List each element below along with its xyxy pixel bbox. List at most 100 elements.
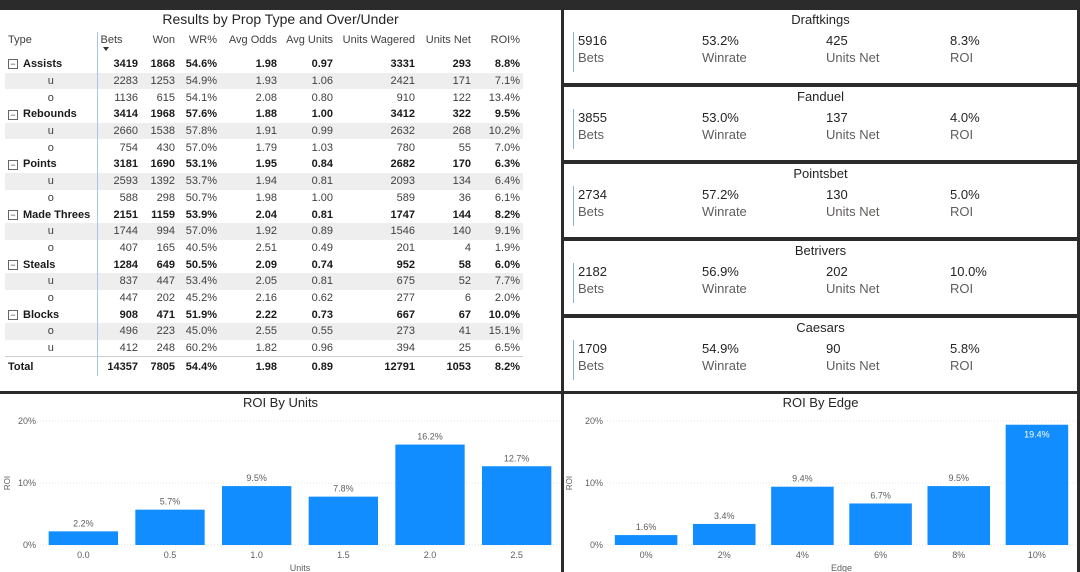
stat-value: 53.0%: [702, 110, 739, 125]
roi-by-edge-svg: 0% 10% 20% ROI 1.6% 0% 3.4% 2% 9.4% 4% 6.7% 6% 9.5% 8…: [565, 416, 1076, 572]
card-stat-bets: 3855 Bets: [578, 110, 607, 142]
bar: [395, 444, 465, 545]
table-cell: 2682: [390, 158, 415, 171]
table-cell: 1538: [141, 122, 178, 140]
total-cell: 7805: [141, 356, 178, 377]
collapse-icon[interactable]: −: [8, 259, 18, 270]
row-label: o: [5, 323, 98, 340]
data-label: 9.5%: [246, 473, 267, 483]
col-header-avg-odds[interactable]: Avg Odds: [228, 34, 277, 46]
table-group-row[interactable]: − Made Threes 2151 1159 53.9% 2.04 0.81 1747 144…: [5, 206, 523, 223]
table-row[interactable]: u 1744 994 57.0% 1.92 0.89 1546 140 9.1%: [5, 222, 523, 240]
table-row[interactable]: o 754 430 57.0% 1.79 1.03 780 55 7.0%: [5, 139, 523, 157]
card-divider: [573, 186, 574, 226]
col-header-type[interactable]: Type: [5, 32, 98, 56]
stat-value: 4.0%: [950, 110, 980, 125]
collapse-icon[interactable]: −: [8, 309, 18, 320]
card-stat-bets: 5916 Bets: [578, 33, 607, 65]
table-cell: 1.03: [311, 141, 333, 154]
sort-desc-icon: [102, 47, 109, 51]
card-title: Pointsbet: [793, 166, 848, 181]
table-group-row[interactable]: − Steals 1284 649 50.5% 2.09 0.74 952 58 6.0%: [5, 256, 523, 273]
table-group-row[interactable]: − Assists 3419 1868 54.6% 1.98 0.97 3331 293 8.8%: [5, 56, 523, 73]
y-tick-label: 0%: [23, 540, 36, 550]
table-cell: 13.4%: [488, 91, 520, 104]
col-header-units-net[interactable]: Units Net: [425, 34, 471, 46]
table-cell: 53.9%: [185, 208, 217, 221]
row-label: u: [5, 272, 98, 290]
table-row[interactable]: o 447 202 45.2% 2.16 0.62 277 6 2.0%: [5, 289, 523, 307]
row-label-text: o: [47, 141, 54, 154]
card-stat-units-net: 90 Units Net: [826, 341, 879, 373]
row-label-text: Rebounds: [23, 108, 77, 121]
table-cell: 6.4%: [474, 172, 523, 190]
row-label: − Made Threes: [5, 206, 98, 223]
table-cell: 0.81: [280, 172, 336, 190]
collapse-icon[interactable]: −: [8, 109, 18, 120]
table-cell: 407: [119, 241, 138, 254]
bar: [222, 486, 292, 545]
table-cell: 9.5%: [494, 108, 520, 121]
table-cell: 45.2%: [185, 291, 217, 304]
table-row[interactable]: o 407 165 40.5% 2.51 0.49 201 4 1.9%: [5, 239, 523, 257]
sportsbook-card-betrivers: Betrivers 2182 Bets 56.9% Winrate 202 Units Ne…: [564, 241, 1077, 314]
table-cell: 273: [336, 323, 418, 340]
table-cell: 25: [458, 342, 471, 355]
results-table-panel: Results by Prop Type and Over/Under Type…: [0, 10, 561, 391]
table-row[interactable]: u 2593 1392 53.7% 1.94 0.81 2093 134 6.4%: [5, 172, 523, 190]
stat-label: ROI: [950, 358, 974, 373]
table-row[interactable]: o 588 298 50.7% 1.98 1.00 589 36 6.1%: [5, 189, 523, 207]
chart-title: ROI By Units: [242, 395, 319, 410]
table-cell: 165: [156, 241, 175, 254]
table-cell: 0.73: [311, 308, 333, 321]
col-header-bets[interactable]: Bets: [97, 32, 141, 56]
table-row[interactable]: u 412 248 60.2% 1.82 0.96 394 25 6.5%: [5, 339, 523, 357]
bar: [692, 523, 756, 545]
table-row[interactable]: o 496 223 45.0% 2.55 0.55 273 41 15.1%: [5, 323, 523, 340]
row-label-text: u: [47, 75, 54, 88]
table-cell: 2283: [97, 72, 141, 90]
table-row[interactable]: u 837 447 53.4% 2.05 0.81 675 52 7.7%: [5, 272, 523, 290]
table-cell: 1968: [150, 108, 175, 121]
stat-label: Units Net: [826, 204, 880, 219]
x-tick-label: 8%: [952, 550, 965, 560]
collapse-icon[interactable]: −: [8, 59, 18, 70]
table-row[interactable]: u 2283 1253 54.9% 1.93 1.06 2421 171 7.1%: [5, 72, 523, 90]
card-divider: [573, 109, 574, 149]
row-label-text: o: [47, 325, 54, 338]
stat-label: Winrate: [702, 127, 747, 142]
card-title: Caesars: [796, 320, 845, 335]
total-cell: 8.2%: [474, 356, 523, 377]
y-tick-label: 20%: [18, 416, 36, 426]
col-header-wr[interactable]: WR%: [188, 34, 217, 46]
table-group-row[interactable]: − Points 3181 1690 53.1% 1.95 0.84 2682 170 6.3%: [5, 156, 523, 173]
total-cell: 54.4%: [178, 356, 220, 377]
row-label: − Points: [5, 156, 98, 173]
data-label: 3.4%: [714, 511, 735, 521]
table-cell: 3419: [113, 58, 138, 71]
table-group-row[interactable]: − Blocks 908 471 51.9% 2.22 0.73 667 67 10.0%: [5, 306, 523, 323]
stat-value: 53.2%: [702, 33, 739, 48]
col-header-avg-units[interactable]: Avg Units: [286, 34, 333, 46]
col-header-roi[interactable]: ROI%: [490, 34, 520, 46]
stat-label: ROI: [950, 50, 974, 65]
table-cell: 430: [156, 141, 175, 154]
x-axis-label: Edge: [831, 563, 852, 572]
table-row[interactable]: u 2660 1538 57.8% 1.91 0.99 2632 268 10.2%: [5, 122, 523, 140]
collapse-icon[interactable]: −: [8, 159, 18, 170]
data-label: 6.7%: [870, 490, 891, 500]
card-stat-roi: 8.3% ROI: [950, 33, 980, 65]
table-cell: 53.4%: [178, 272, 220, 290]
table-cell: 3331: [390, 58, 415, 71]
table-group-row[interactable]: − Rebounds 3414 1968 57.6% 1.88 1.00 3412 322 9.5…: [5, 106, 523, 123]
col-header-units-wagered[interactable]: Units Wagered: [342, 34, 415, 46]
table-cell: 1253: [141, 72, 178, 90]
table-row[interactable]: o 1136 615 54.1% 2.08 0.80 910 122 13.4%: [5, 89, 523, 107]
table-cell: 754: [119, 141, 138, 154]
col-header-won[interactable]: Won: [152, 34, 175, 46]
table-cell: 41: [418, 323, 474, 340]
collapse-icon[interactable]: −: [8, 209, 18, 220]
table-cell: 50.5%: [185, 258, 217, 271]
table-cell: 1.06: [280, 72, 336, 90]
data-label: 9.5%: [948, 473, 969, 483]
